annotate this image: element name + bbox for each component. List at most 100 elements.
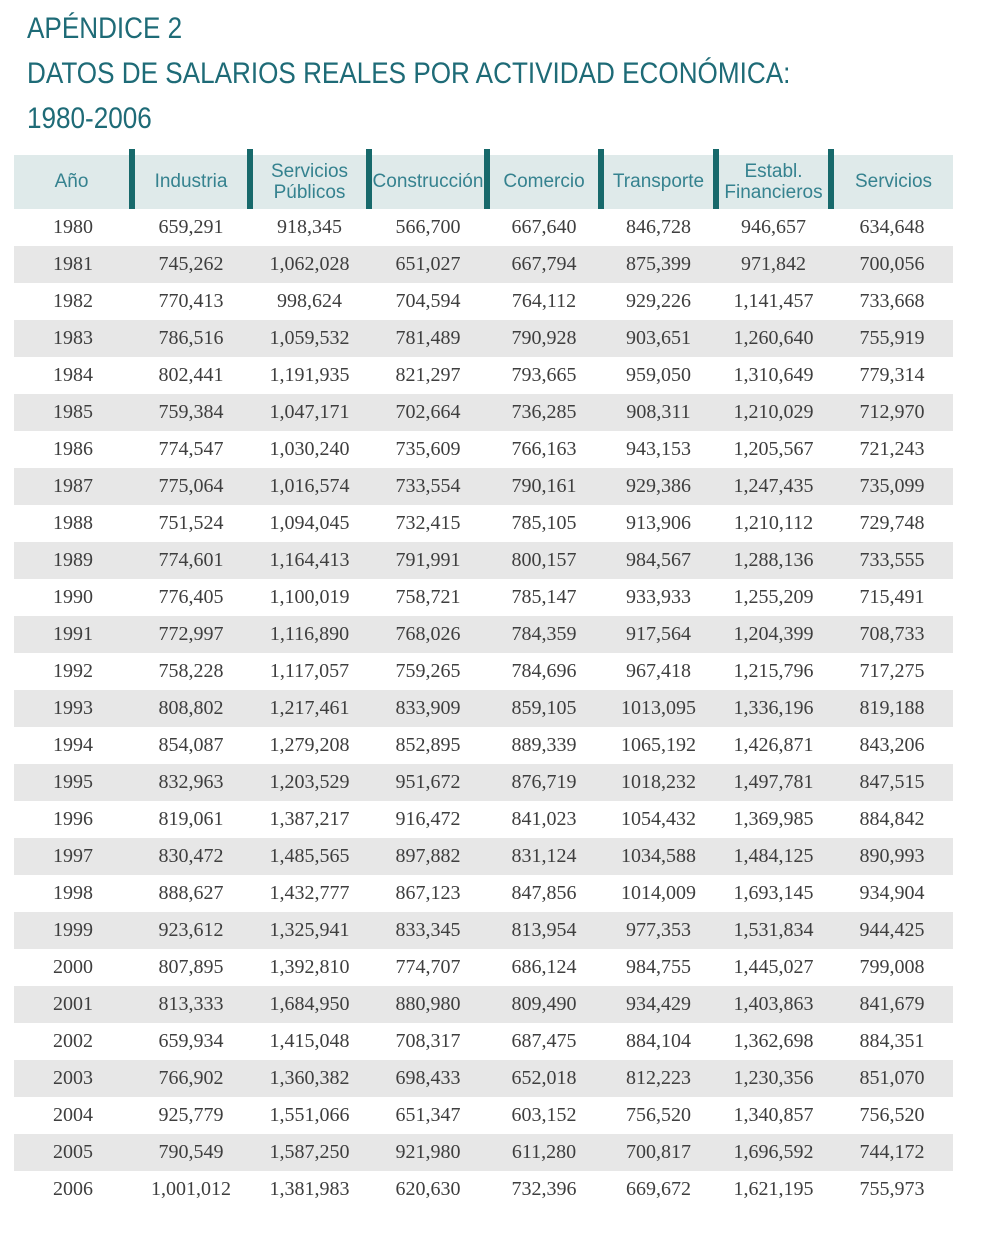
- value-cell: 889,339: [511, 734, 577, 756]
- value-cell: 784,359: [511, 623, 577, 645]
- value-cell: 1,362,698: [733, 1030, 814, 1052]
- value-cell: 1,247,435: [733, 475, 814, 497]
- salaries-table: Año Industria Servicios Públicos Construcci…: [14, 149, 953, 1208]
- value-cell: 733,555: [859, 549, 925, 571]
- value-cell: 759,384: [158, 401, 224, 423]
- value-cell: 884,351: [859, 1030, 925, 1052]
- value-cell: 1,217,461: [269, 697, 350, 719]
- value-cell: 1,621,195: [733, 1178, 814, 1200]
- value-cell: 786,516: [158, 327, 224, 349]
- value-cell: 1,551,066: [269, 1104, 350, 1126]
- appendix-title-line-2: DATOS DE SALARIOS REALES POR ACTIVIDAD E…: [27, 57, 791, 90]
- value-cell: 781,489: [395, 327, 461, 349]
- value-cell: 774,601: [158, 549, 224, 571]
- value-cell: 971,842: [741, 253, 806, 275]
- table-row: 2001 813,333 1,684,950 880,980 809,490 934,42…: [14, 986, 953, 1023]
- value-cell: 700,817: [626, 1141, 691, 1163]
- value-cell: 1,203,529: [269, 771, 350, 793]
- value-cell: 888,627: [158, 882, 224, 904]
- table-row: 1994 854,087 1,279,208 852,895 889,339 1065,1…: [14, 727, 953, 764]
- value-cell: 1,693,145: [733, 882, 814, 904]
- value-cell: 772,997: [158, 623, 224, 645]
- value-cell: 1,230,356: [733, 1067, 814, 1089]
- year-cell: 1990: [53, 586, 93, 608]
- column-separator: [366, 149, 372, 209]
- value-cell: 1,485,565: [269, 845, 350, 867]
- column-header: Transporte: [604, 155, 713, 209]
- value-cell: 764,112: [511, 290, 577, 312]
- value-cell: 812,223: [626, 1067, 691, 1089]
- column-separator: [484, 149, 490, 209]
- year-cell: 1996: [53, 808, 93, 830]
- value-cell: 790,928: [511, 327, 577, 349]
- value-cell: 755,919: [859, 327, 925, 349]
- value-cell: 1014,009: [621, 882, 696, 904]
- value-cell: 1,531,834: [733, 919, 814, 941]
- value-cell: 775,064: [158, 475, 224, 497]
- table-row: 1995 832,963 1,203,529 951,672 876,719 1018,2…: [14, 764, 953, 801]
- year-cell: 2004: [53, 1104, 93, 1126]
- year-cell: 2002: [53, 1030, 93, 1052]
- value-cell: 1,288,136: [733, 549, 814, 571]
- value-cell: 667,640: [511, 216, 577, 238]
- appendix-title: APÉNDICE 2 DATOS DE SALARIOS REALES POR …: [27, 6, 987, 141]
- year-cell: 1983: [53, 327, 93, 349]
- value-cell: 766,902: [158, 1067, 224, 1089]
- value-cell: 1,059,532: [269, 327, 350, 349]
- table-row: 2006 1,001,012 1,381,983 620,630 732,396 669,…: [14, 1171, 953, 1208]
- value-cell: 659,934: [158, 1030, 224, 1052]
- value-cell: 933,933: [626, 586, 691, 608]
- value-cell: 755,973: [859, 1178, 925, 1200]
- value-cell: 967,418: [626, 660, 691, 682]
- column-header: Servicios: [834, 155, 953, 209]
- value-cell: 876,719: [511, 771, 577, 793]
- value-cell: 1,445,027: [733, 956, 814, 978]
- value-cell: 851,070: [859, 1067, 925, 1089]
- value-cell: 1065,192: [621, 734, 696, 756]
- value-cell: 1,047,171: [269, 401, 350, 423]
- year-cell: 1988: [53, 512, 93, 534]
- value-cell: 790,161: [511, 475, 577, 497]
- value-cell: 774,547: [158, 438, 224, 460]
- value-cell: 943,153: [626, 438, 691, 460]
- value-cell: 1018,232: [621, 771, 696, 793]
- appendix-title-line-1: APÉNDICE 2: [27, 12, 183, 45]
- value-cell: 1,094,045: [269, 512, 350, 534]
- value-cell: 946,657: [741, 216, 806, 238]
- column-header: Establ. Financieros: [719, 155, 828, 209]
- value-cell: 916,472: [395, 808, 461, 830]
- column-header: Construcción: [372, 155, 484, 209]
- value-cell: 712,970: [859, 401, 925, 423]
- value-cell: 944,425: [859, 919, 925, 941]
- value-cell: 802,441: [158, 364, 224, 386]
- value-cell: 859,105: [511, 697, 577, 719]
- value-cell: 1,381,983: [269, 1178, 350, 1200]
- value-cell: 729,748: [859, 512, 925, 534]
- appendix-title-line-3: 1980-2006: [27, 102, 152, 135]
- value-cell: 1,260,640: [733, 327, 814, 349]
- column-separator: [129, 149, 135, 209]
- year-cell: 2006: [53, 1178, 93, 1200]
- value-cell: 821,297: [395, 364, 461, 386]
- value-cell: 721,243: [859, 438, 925, 460]
- value-cell: 659,291: [158, 216, 224, 238]
- value-cell: 1013,095: [621, 697, 696, 719]
- value-cell: 875,399: [626, 253, 691, 275]
- value-cell: 951,672: [395, 771, 461, 793]
- value-cell: 1,215,796: [733, 660, 814, 682]
- value-cell: 880,980: [395, 993, 461, 1015]
- table-row: 1993 808,802 1,217,461 833,909 859,105 1013,0…: [14, 690, 953, 727]
- value-cell: 687,475: [511, 1030, 577, 1052]
- table-row: 1980 659,291 918,345 566,700 667,640 846,728 9…: [14, 209, 953, 246]
- value-cell: 833,909: [395, 697, 461, 719]
- value-cell: 1,432,777: [269, 882, 350, 904]
- year-cell: 1992: [53, 660, 93, 682]
- table-row: 1983 786,516 1,059,532 781,489 790,928 903,65…: [14, 320, 953, 357]
- value-cell: 934,904: [859, 882, 925, 904]
- value-cell: 1,484,125: [733, 845, 814, 867]
- table-row: 1998 888,627 1,432,777 867,123 847,856 1014,0…: [14, 875, 953, 912]
- value-cell: 733,554: [395, 475, 461, 497]
- table-row: 1989 774,601 1,164,413 791,991 800,157 984,56…: [14, 542, 953, 579]
- year-cell: 1997: [53, 845, 93, 867]
- value-cell: 1,191,935: [269, 364, 350, 386]
